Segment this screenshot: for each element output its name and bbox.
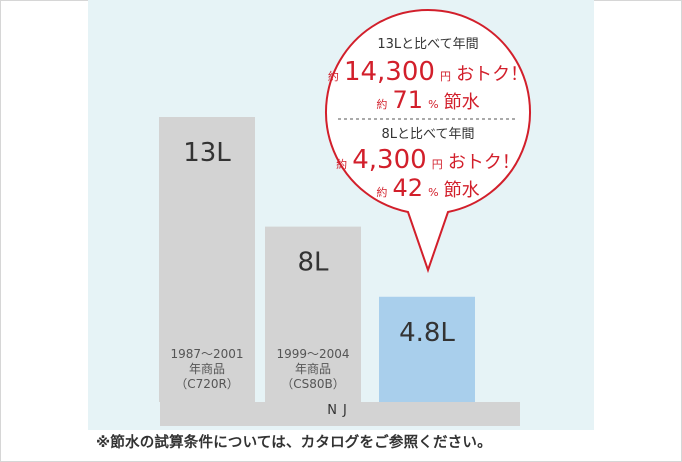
callout-line4-value: 42: [392, 174, 423, 202]
svg-text:約 71 % 節水: 約 71 % 節水: [376, 86, 479, 114]
callout-line3-head: 8Lと比べて年間: [382, 127, 475, 142]
callout-line3-yen: 円: [432, 158, 443, 171]
callout-line3-suffix: おトク！: [448, 152, 520, 173]
callout-line3-amount: 4,300: [352, 145, 426, 175]
callout-line1-prefix: 約: [328, 69, 339, 83]
callout-line2-prefix: 約: [376, 97, 387, 111]
svg-text:約 4,300 円 おト: 約 4,300 円 おトク！: [336, 145, 520, 175]
callout-line4-prefix: 約: [376, 185, 387, 199]
callout-line4-suffix: 節水: [444, 180, 480, 201]
bar-caption-2-2: 年商品: [295, 361, 331, 376]
callout-line3-prefix: 約: [336, 157, 347, 171]
savings-callout: 13Lと比べて年間 約 14,300 円 おトク！ 約 71 % 節水 8Lと比…: [325, 8, 531, 274]
bar-caption-1-3: （C720R）: [175, 377, 239, 391]
svg-text:約 14,300 円 お: 約 14,300 円 おトク！: [328, 57, 528, 87]
footnote: ※節水の試算条件については、カタログをご参照ください。: [96, 435, 492, 451]
bar-caption-1-1: 1987〜2001: [170, 347, 243, 361]
callout-line1-head: 13Lと比べて年間: [377, 37, 478, 52]
bar-3: [379, 296, 475, 402]
bar-caption-1-2: 年商品: [189, 361, 225, 376]
svg-text:約 42 % 節水: 約 42 % 節水: [376, 174, 479, 202]
callout-line2-unit: %: [428, 98, 438, 111]
bar-caption-2-1: 1999〜2004: [276, 347, 349, 361]
callout-line4-unit: %: [428, 186, 438, 199]
callout-line2-value: 71: [392, 86, 423, 114]
callout-line1-amount: 14,300: [344, 57, 435, 87]
callout-line1-yen: 円: [440, 70, 451, 83]
bar-1: [159, 117, 255, 402]
bar-2: [265, 226, 361, 402]
axis-strip: [160, 402, 520, 426]
bar-caption-2-3: （CS80B）: [281, 377, 345, 391]
callout-line1-suffix: おトク！: [456, 64, 528, 85]
bar-value-label-1: 13L: [183, 138, 231, 168]
axis-category-label: NJ: [327, 403, 353, 418]
bar-value-label-2: 8L: [297, 248, 329, 278]
bar-value-label-3: 4.8L: [399, 318, 455, 348]
callout-line2-suffix: 節水: [444, 92, 480, 113]
